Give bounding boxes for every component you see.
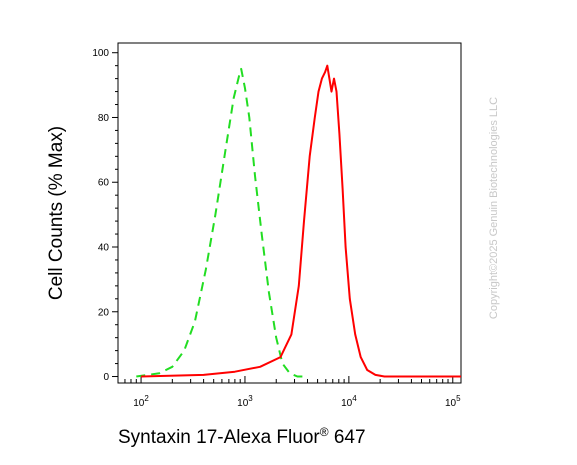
y-tick-label: 20 xyxy=(98,307,110,318)
series-layer xyxy=(136,64,461,378)
x-tick-label: 102 xyxy=(133,394,149,409)
x-tick-label-exponent: 4 xyxy=(352,394,357,403)
x-tick-label: 103 xyxy=(237,394,253,409)
x-axis-ticks: 102 103 104 105 xyxy=(117,376,461,409)
x-tick-label: 105 xyxy=(445,394,461,409)
isotype-control-curve xyxy=(136,67,308,378)
x-axis-title: Syntaxin 17-Alexa Fluor® 647 xyxy=(118,425,366,448)
sample-curve xyxy=(141,64,461,378)
x-tick-label-base: 10 xyxy=(237,398,249,409)
x-tick-label-base: 10 xyxy=(445,398,457,409)
y-axis-ticks: 0 20 40 60 80 100 xyxy=(92,48,118,383)
y-tick-label: 60 xyxy=(98,178,110,189)
y-tick-label: 100 xyxy=(92,48,109,59)
y-tick-label: 40 xyxy=(98,243,110,254)
y-tick-label: 0 xyxy=(103,372,109,383)
x-tick-label-exponent: 3 xyxy=(248,394,253,403)
copyright-watermark: Copyright©2025 Genuin Biotechnologies LL… xyxy=(488,97,500,319)
y-tick-label: 80 xyxy=(98,113,110,124)
y-axis-title: Cell Counts (% Max) xyxy=(46,126,67,300)
x-tick-label-exponent: 5 xyxy=(456,394,461,403)
plot-frame xyxy=(117,42,462,384)
x-tick-label-exponent: 2 xyxy=(144,394,149,403)
x-tick-label-base: 10 xyxy=(341,398,353,409)
x-tick-label: 104 xyxy=(341,394,357,409)
x-axis-title-tail: 647 xyxy=(329,427,366,448)
x-axis-title-sup: ® xyxy=(320,425,329,439)
x-axis-title-main: Syntaxin 17-Alexa Fluor xyxy=(118,427,320,448)
x-tick-label-base: 10 xyxy=(133,398,145,409)
